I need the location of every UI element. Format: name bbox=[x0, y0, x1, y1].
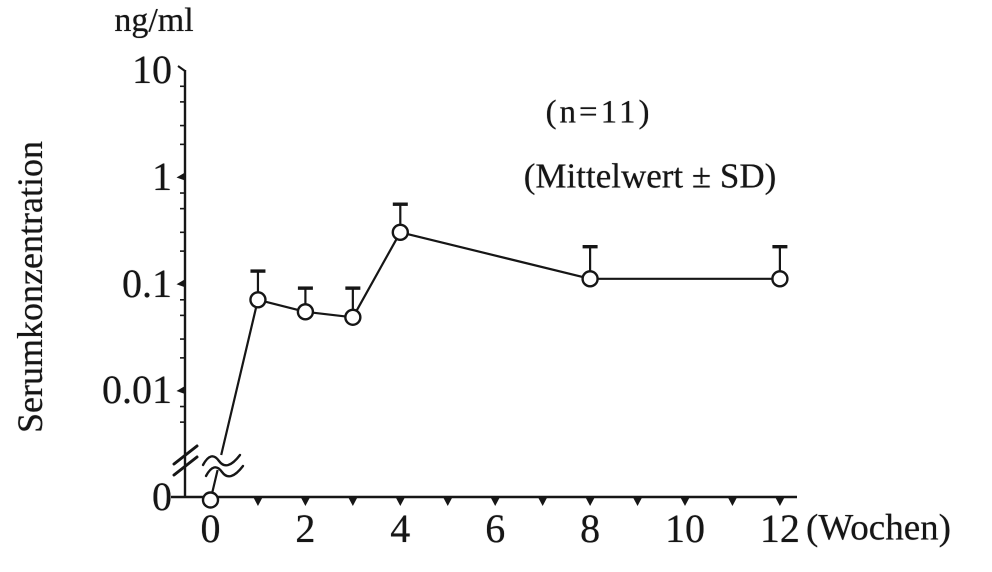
x-tick bbox=[490, 497, 500, 506]
y-axis-unit-label: ng/ml bbox=[114, 2, 194, 39]
x-tick bbox=[775, 497, 785, 506]
axis-break-marks bbox=[172, 444, 245, 478]
annotation-sample-size: (n=11) bbox=[545, 94, 653, 131]
y-major-tick bbox=[176, 279, 185, 288]
x-axis-tick-label: 2 bbox=[295, 506, 316, 551]
y-major-tick bbox=[176, 386, 185, 394]
axes bbox=[171, 65, 797, 499]
x-axis-tick-label: 6 bbox=[485, 506, 506, 551]
x-tick bbox=[727, 497, 737, 506]
y-axis-tick-label: 1 bbox=[152, 153, 172, 199]
line-break-wave bbox=[201, 453, 242, 467]
x-axis-unit-label: (Wochen) bbox=[806, 507, 951, 549]
y-axis-tick-label: 10 bbox=[132, 47, 172, 92]
x-axis-tick-label: 8 bbox=[580, 506, 601, 551]
y-axis-break-slash bbox=[172, 455, 199, 477]
data-point-marker bbox=[296, 303, 315, 321]
x-tick bbox=[680, 497, 690, 506]
data-point-marker bbox=[344, 308, 362, 326]
x-tick bbox=[585, 497, 595, 506]
series-polyline bbox=[209, 231, 780, 501]
x-axis-tick-label: 12 bbox=[759, 506, 800, 551]
line-break-wave bbox=[204, 464, 245, 478]
annotation-mittelwert-sd: (Mittelwert ± SD) bbox=[523, 156, 777, 196]
axis-ticks bbox=[176, 85, 785, 506]
data-point-marker bbox=[249, 291, 267, 309]
data-point-marker bbox=[581, 270, 599, 288]
x-tick bbox=[633, 497, 643, 506]
y-axis-break-slash bbox=[172, 444, 199, 466]
y-axis-tick-label: 0 bbox=[152, 474, 172, 519]
x-tick bbox=[300, 497, 310, 506]
x-tick bbox=[348, 497, 358, 506]
x-tick bbox=[538, 497, 548, 506]
y-axis-top-serif bbox=[177, 65, 186, 72]
x-axis-tick-label: 4 bbox=[390, 506, 411, 551]
data-points bbox=[201, 223, 789, 509]
y-axis-title: Serumkonzentration bbox=[10, 141, 50, 433]
y-major-tick bbox=[176, 172, 185, 181]
x-tick bbox=[253, 497, 263, 506]
data-point-marker bbox=[391, 223, 409, 242]
x-tick bbox=[443, 497, 453, 506]
x-tick bbox=[395, 497, 405, 506]
y-axis-tick-label: 0.1 bbox=[122, 260, 172, 306]
error-bars bbox=[250, 202, 788, 313]
data-point-marker bbox=[201, 491, 220, 509]
data-point-marker bbox=[771, 270, 789, 288]
x-axis-tick-label: 10 bbox=[665, 506, 705, 551]
y-axis-tick-label: 0.01 bbox=[102, 367, 172, 413]
x-axis-tick-label: 0 bbox=[200, 506, 221, 551]
data-line bbox=[209, 231, 780, 501]
